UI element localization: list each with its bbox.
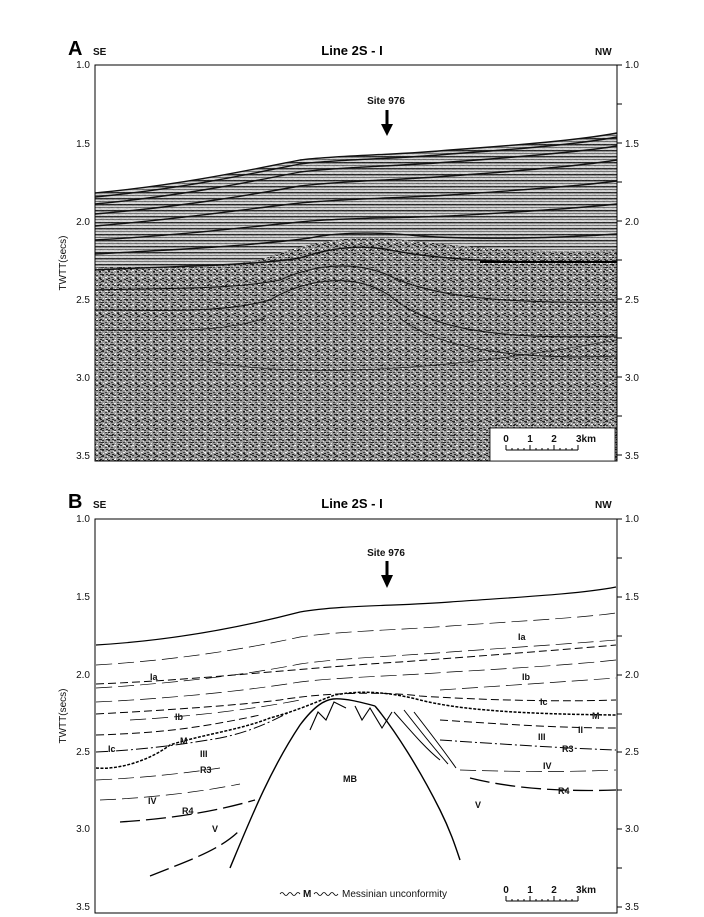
panel-a-tick-right-1: 1.0 [625,60,639,71]
unit-label-iv-right: IV [543,761,552,771]
unit-label-iii-right: III [538,732,546,742]
panel-a-scale-2: 2 [551,434,557,445]
unit-label-v-right: V [475,800,481,810]
panel-a-y-axis-label: TWTT(secs) [58,236,69,291]
unit-label-ic-left: Ic [108,744,116,754]
unit-label-ia-right: Ia [518,632,527,642]
panel-b-scale-bar: 0 1 2 3km [503,885,596,902]
panel-b-axis-right: 1.0 1.5 2.0 2.5 3.0 3.5 [625,514,639,913]
panel-b-tick-right-2: 1.5 [625,592,639,603]
unit-label-iv-left: IV [148,796,157,806]
panel-b: B SE Line 2S - I NW Site 976 [58,491,639,914]
panel-b-axis-left: 1.0 1.5 2.0 2.5 3.0 3.5 [76,514,90,913]
unit-label-ia-left: Ia [150,672,159,682]
panel-b-left-direction: SE [93,500,107,511]
panel-b-tick-marks [617,518,622,908]
panel-a-site-label: Site 976 [367,96,405,107]
panel-a-right-direction: NW [595,47,612,58]
unit-label-ib-left: Ib [175,712,184,722]
panel-b-tick-right-5: 3.0 [625,824,639,835]
panel-a-tick-right-3: 2.0 [625,217,639,228]
unit-label-ii-right: II [578,725,583,735]
unit-label-m-left: M [180,736,188,746]
unit-label-r3-right: R3 [562,744,574,754]
panel-b-frame [94,518,618,914]
panel-b-scale-3: 3km [576,885,596,896]
panel-b-y-axis-label: TWTT(secs) [58,689,69,744]
panel-a-tick-left-2: 1.5 [76,139,90,150]
panel-a-tick-left-5: 3.0 [76,373,90,384]
unit-label-r4-left: R4 [182,806,194,816]
panel-b-scale-2: 2 [551,885,557,896]
panel-a-scale-3: 3km [576,434,596,445]
panel-a-title: Line 2S - I [321,43,382,58]
panel-a-tick-marks [617,64,622,456]
unit-label-ic-right: Ic [540,697,548,707]
seismic-section [95,65,617,461]
panel-a: A SE Line 2S - I NW [58,38,639,462]
panel-a-tick-left-3: 2.0 [76,217,90,228]
panel-b-letter: B [68,491,82,513]
panel-a-tick-right-6: 3.5 [625,451,639,462]
unit-label-v-left: V [212,824,218,834]
panel-b-tick-left-5: 3.0 [76,824,90,835]
panel-b-tick-right-6: 3.5 [625,902,639,913]
panel-a-tick-right-4: 2.5 [625,295,639,306]
legend-symbol: M [303,889,311,900]
unit-label-r3-left: R3 [200,765,212,775]
panel-a-letter: A [68,38,82,60]
panel-a-axis-left: 1.0 1.5 2.0 2.5 3.0 3.5 [76,60,90,462]
panel-a-scale-0: 0 [503,434,509,445]
unit-label-m-right: M [592,711,600,721]
panel-a-tick-right-5: 3.0 [625,373,639,384]
unit-label-ib-right: Ib [522,672,531,682]
interpretation-lines [95,586,617,877]
panel-a-site-arrow [381,110,393,136]
panel-b-tick-left-3: 2.0 [76,670,90,681]
legend-text: Messinian unconformity [342,889,447,900]
panel-a-tick-left-6: 3.5 [76,451,90,462]
unit-label-r4-right: R4 [558,786,570,796]
panel-b-scale-0: 0 [503,885,509,896]
unit-label-mb: MB [343,774,357,784]
panel-b-title: Line 2S - I [321,496,382,511]
legend: M Messinian unconformity [279,889,447,900]
panel-a-scale-1: 1 [527,434,533,445]
panel-a-tick-left-1: 1.0 [76,60,90,71]
panel-b-right-direction: NW [595,500,612,511]
panel-a-scale-bar: 0 1 2 3km [489,427,616,462]
unit-label-iii-left: III [200,749,208,759]
panel-a-tick-right-2: 1.5 [625,139,639,150]
panel-b-tick-right-4: 2.5 [625,747,639,758]
panel-b-tick-right-1: 1.0 [625,514,639,525]
panel-b-tick-left-1: 1.0 [76,514,90,525]
panel-a-tick-left-4: 2.5 [76,295,90,306]
panel-b-site-label: Site 976 [367,548,405,559]
panel-a-frame [94,64,618,462]
panel-b-scale-1: 1 [527,885,533,896]
panel-a-left-direction: SE [93,47,107,58]
panel-b-tick-left-2: 1.5 [76,592,90,603]
panel-b-tick-left-4: 2.5 [76,747,90,758]
panel-a-axis-right: 1.0 1.5 2.0 2.5 3.0 3.5 [625,60,639,462]
panel-b-tick-left-6: 3.5 [76,902,90,913]
panel-b-tick-right-3: 2.0 [625,670,639,681]
unit-labels: Ia Ia Ib Ib Ic Ic M M II III III R3 R3 I… [108,632,600,834]
panel-b-site-arrow [381,561,393,588]
